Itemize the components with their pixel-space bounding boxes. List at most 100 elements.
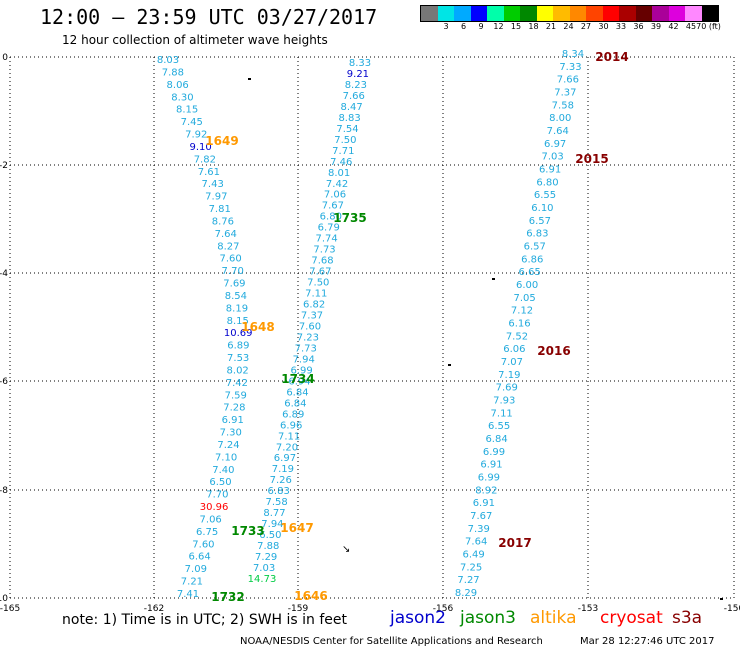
- wave-height-label: 6.89: [282, 409, 304, 420]
- wave-height-label: 7.07: [501, 357, 523, 368]
- wave-height-label: 7.20: [276, 442, 298, 453]
- wave-height-label: 8.77: [263, 508, 285, 519]
- wave-height-label: 8.06: [167, 80, 189, 91]
- wave-height-label: 7.69: [496, 383, 518, 394]
- wave-height-label: 6.00: [516, 280, 538, 291]
- wave-height-label: 7.11: [305, 289, 327, 300]
- x-tick-label: -150: [724, 604, 740, 614]
- pass-number-label: 1733: [231, 524, 264, 538]
- wave-height-label: 8.30: [171, 92, 193, 103]
- wave-height-label: 7.25: [460, 562, 482, 573]
- wave-height-label: 6.97: [544, 139, 566, 150]
- color-swatch: [553, 6, 570, 21]
- wave-height-label: 7.03: [541, 152, 563, 163]
- wave-height-label: 8.34: [562, 49, 584, 60]
- color-swatch: [503, 6, 520, 21]
- wave-height-label: 7.92: [185, 130, 207, 141]
- wave-height-label: 6.80: [536, 177, 558, 188]
- wave-height-label: 8.76: [212, 216, 234, 227]
- wave-height-label: 7.29: [255, 552, 277, 563]
- wave-height-label: 6.91: [473, 498, 495, 509]
- legend-item-altika: altika: [530, 608, 577, 628]
- wave-height-label: 7.70: [222, 266, 244, 277]
- color-scale-label: 27: [580, 22, 592, 31]
- y-tick-label: -10: [0, 594, 8, 604]
- wave-height-label: 8.03: [157, 55, 179, 66]
- y-tick-label: -2: [0, 161, 8, 171]
- color-scale-label: 18: [528, 22, 539, 31]
- wave-height-label: 7.88: [257, 541, 279, 552]
- color-scale-label: 3: [443, 22, 449, 31]
- legend-item-jason2: jason2: [390, 608, 446, 628]
- color-swatch: [421, 6, 438, 21]
- legend-item-cryosat: cryosat: [600, 608, 663, 628]
- wave-height-label: 7.71: [332, 146, 354, 157]
- color-scale-label: 36: [633, 22, 644, 31]
- wave-height-label: 7.46: [330, 157, 352, 168]
- wave-height-label: 7.66: [557, 75, 579, 86]
- wave-height-label: 7.52: [506, 331, 528, 342]
- wave-height-label: 6.99: [478, 473, 500, 484]
- y-tick-label: -8: [0, 486, 8, 496]
- wave-height-label: 6.83: [526, 229, 548, 240]
- island-marker: [248, 78, 251, 80]
- wave-height-label: 7.53: [227, 353, 249, 364]
- x-tick-label: -153: [578, 604, 598, 614]
- pass-number-label: 1734: [281, 372, 314, 386]
- wave-height-label: 6.10: [531, 203, 553, 214]
- wave-height-label: 7.43: [202, 179, 224, 190]
- wave-height-label: 7.50: [334, 135, 356, 146]
- wave-height-label: 30.96: [200, 502, 229, 513]
- wave-height-label: 6.55: [534, 190, 556, 201]
- wave-height-label: 7.66: [343, 91, 365, 102]
- wave-height-label: 6.99: [483, 447, 505, 458]
- wave-height-label: 6.86: [521, 254, 543, 265]
- pass-number-label: 1648: [241, 320, 274, 334]
- wave-height-label: 6.55: [488, 421, 510, 432]
- x-tick-label: -162: [144, 604, 164, 614]
- wave-height-label: 6.57: [524, 242, 546, 253]
- pass-number-label: 2017: [498, 536, 531, 550]
- wave-height-label: 7.05: [513, 293, 535, 304]
- wave-height-label: 14.73: [248, 574, 277, 585]
- footer-note: note: 1) Time is in UTC; 2) SWH is in fe…: [62, 612, 348, 628]
- wave-height-label: 7.19: [272, 464, 294, 475]
- wave-height-label: 7.94: [293, 354, 315, 365]
- wave-height-label: 6.84: [284, 398, 306, 409]
- wave-height-label: 7.40: [212, 465, 234, 476]
- wave-height-label: 7.03: [253, 563, 275, 574]
- island-marker: [492, 278, 495, 280]
- wave-height-label: 7.11: [278, 431, 300, 442]
- pass-number-label: 1735: [333, 211, 366, 225]
- color-scale-label: 42: [668, 22, 679, 31]
- color-swatch: [520, 6, 537, 21]
- wave-height-label: 8.00: [549, 113, 571, 124]
- wave-height-label: 7.33: [559, 62, 581, 73]
- wave-height-label: 6.64: [189, 552, 211, 563]
- legend-item-s3a: s3a: [672, 608, 703, 628]
- wave-height-label: 7.21: [181, 577, 203, 588]
- wave-height-label: 8.47: [341, 102, 363, 113]
- pass-number-label: 1649: [205, 134, 238, 148]
- color-scale-label: 9: [478, 22, 484, 31]
- wave-height-label: 7.58: [265, 497, 287, 508]
- color-scale-label: 33: [615, 22, 627, 31]
- wave-height-label: 7.37: [301, 311, 323, 322]
- wave-height-label: 7.68: [311, 256, 333, 267]
- color-scale-label: 24: [563, 22, 574, 31]
- pass-number-label: 2015: [575, 152, 608, 166]
- wave-height-label: 7.67: [309, 267, 331, 278]
- color-scale-label: 45: [685, 22, 697, 31]
- wave-height-label: 6.82: [303, 300, 325, 311]
- color-swatch: [701, 6, 718, 21]
- wave-height-label: 8.02: [227, 365, 249, 376]
- color-swatch: [602, 6, 619, 21]
- wave-height-label: 6.79: [318, 223, 340, 234]
- color-scale-bar: [420, 5, 719, 22]
- wave-height-label: 7.88: [162, 67, 184, 78]
- x-tick-label: -159: [288, 604, 309, 614]
- wave-height-label: 7.45: [181, 117, 203, 128]
- credit-line: NOAA/NESDIS Center for Satellite Applica…: [240, 636, 543, 647]
- wave-height-label: 8.19: [226, 303, 248, 314]
